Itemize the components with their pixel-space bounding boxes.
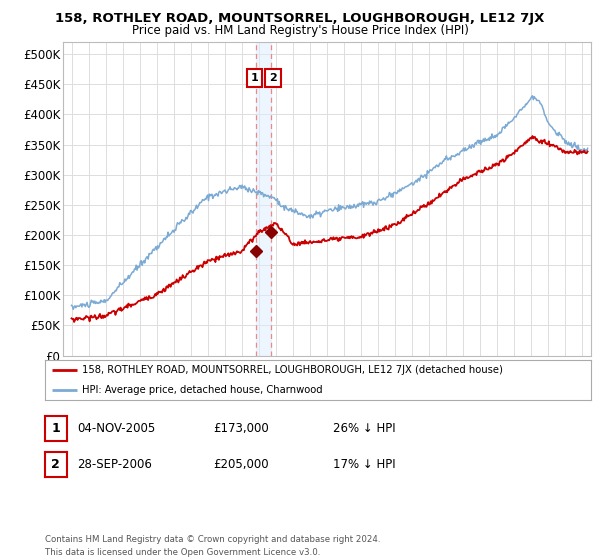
Text: 26% ↓ HPI: 26% ↓ HPI [333, 422, 395, 435]
Text: 158, ROTHLEY ROAD, MOUNTSORREL, LOUGHBOROUGH, LE12 7JX: 158, ROTHLEY ROAD, MOUNTSORREL, LOUGHBOR… [55, 12, 545, 25]
Text: Price paid vs. HM Land Registry's House Price Index (HPI): Price paid vs. HM Land Registry's House … [131, 24, 469, 37]
Text: HPI: Average price, detached house, Charnwood: HPI: Average price, detached house, Char… [82, 385, 323, 395]
Text: 2: 2 [269, 73, 277, 83]
Text: 1: 1 [52, 422, 60, 435]
Text: £173,000: £173,000 [213, 422, 269, 435]
Bar [256, 42, 271, 356]
Text: 2: 2 [52, 458, 60, 472]
Text: 28-SEP-2006: 28-SEP-2006 [77, 458, 152, 472]
Text: £205,000: £205,000 [213, 458, 269, 472]
Text: 17% ↓ HPI: 17% ↓ HPI [333, 458, 395, 472]
Text: 1: 1 [251, 73, 259, 83]
Text: 04-NOV-2005: 04-NOV-2005 [77, 422, 155, 435]
Text: Contains HM Land Registry data © Crown copyright and database right 2024.
This d: Contains HM Land Registry data © Crown c… [45, 535, 380, 557]
Text: 158, ROTHLEY ROAD, MOUNTSORREL, LOUGHBOROUGH, LE12 7JX (detached house): 158, ROTHLEY ROAD, MOUNTSORREL, LOUGHBOR… [82, 365, 503, 375]
